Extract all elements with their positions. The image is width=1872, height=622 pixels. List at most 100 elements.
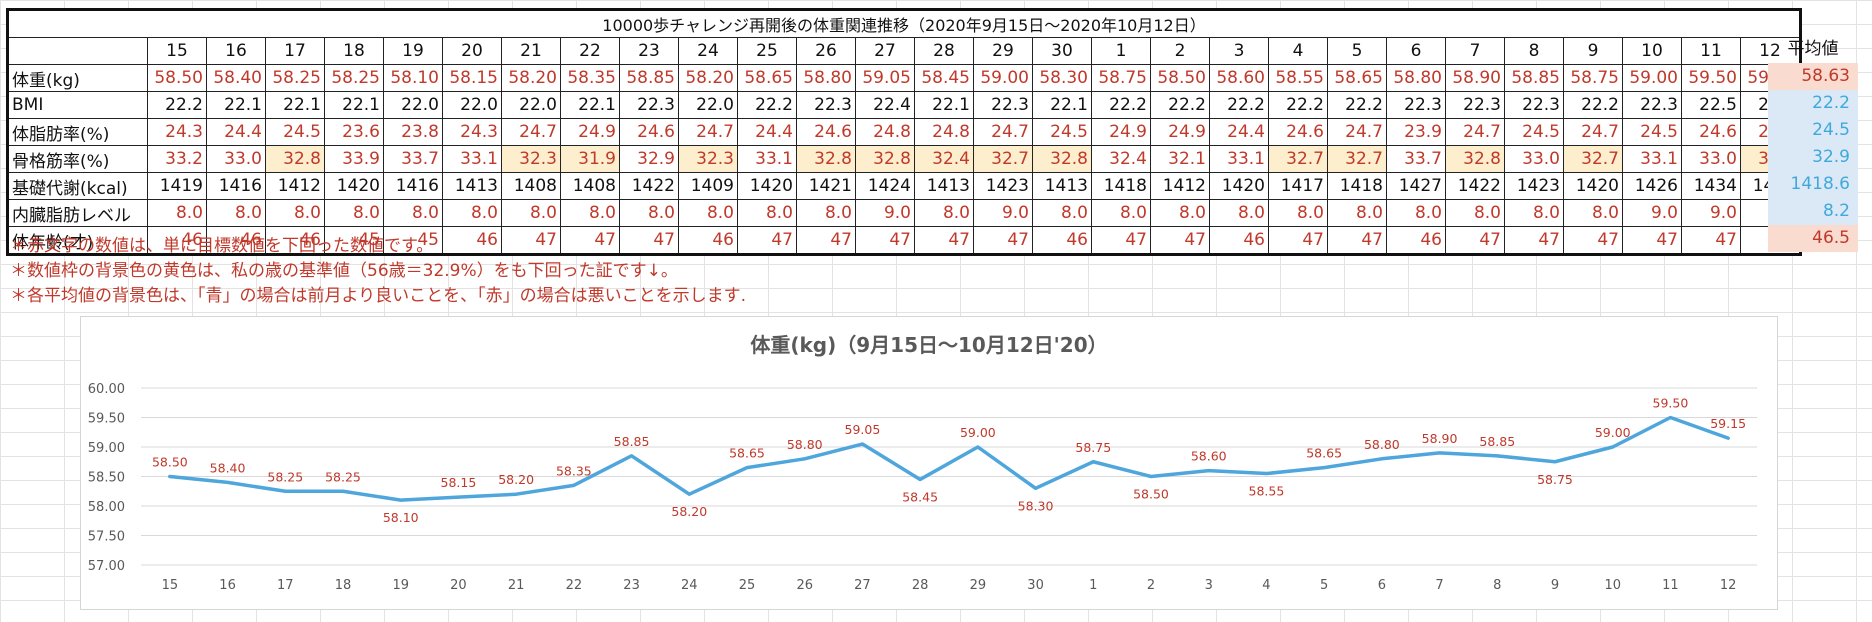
- value-cell[interactable]: 32.7: [973, 145, 1033, 173]
- value-cell[interactable]: 46: [147, 226, 207, 256]
- value-cell[interactable]: 1408: [501, 172, 561, 200]
- value-cell[interactable]: 58.65: [737, 64, 797, 92]
- value-cell[interactable]: 24.5: [1504, 118, 1564, 146]
- value-cell[interactable]: 33.2: [147, 145, 207, 173]
- value-cell[interactable]: 1418: [1091, 172, 1151, 200]
- value-cell[interactable]: 8.0: [796, 199, 856, 227]
- value-cell[interactable]: 9.0: [855, 199, 915, 227]
- value-cell[interactable]: 47: [1563, 226, 1623, 256]
- value-cell[interactable]: 24.7: [1445, 118, 1505, 146]
- value-cell[interactable]: 1426: [1622, 172, 1682, 200]
- value-cell[interactable]: 1416: [383, 172, 443, 200]
- value-cell[interactable]: 8.0: [1445, 199, 1505, 227]
- value-cell[interactable]: 33.7: [383, 145, 443, 173]
- value-cell[interactable]: 22.2: [1268, 91, 1328, 119]
- value-cell[interactable]: 8.0: [1091, 199, 1151, 227]
- value-cell[interactable]: 58.20: [678, 64, 738, 92]
- value-cell[interactable]: 47: [1445, 226, 1505, 256]
- value-cell[interactable]: 8.0: [383, 199, 443, 227]
- value-cell[interactable]: 22.2: [1091, 91, 1151, 119]
- value-cell[interactable]: 58.40: [206, 64, 266, 92]
- value-cell[interactable]: 58.15: [442, 64, 502, 92]
- value-cell[interactable]: 8.0: [1504, 199, 1564, 227]
- value-cell[interactable]: 58.60: [1209, 64, 1269, 92]
- value-cell[interactable]: 8.0: [147, 199, 207, 227]
- value-cell[interactable]: 45: [383, 226, 443, 256]
- value-cell[interactable]: 24.9: [1150, 118, 1210, 146]
- value-cell[interactable]: 8.0: [560, 199, 620, 227]
- value-cell[interactable]: 58.90: [1445, 64, 1505, 92]
- value-cell[interactable]: 58.75: [1563, 64, 1623, 92]
- value-cell[interactable]: 1412: [1150, 172, 1210, 200]
- value-cell[interactable]: 24.5: [1032, 118, 1092, 146]
- value-cell[interactable]: 46: [1386, 226, 1446, 256]
- value-cell[interactable]: 1434: [1681, 172, 1741, 200]
- value-cell[interactable]: 58.65: [1327, 64, 1387, 92]
- value-cell[interactable]: 8.0: [442, 199, 502, 227]
- value-cell[interactable]: 8.0: [1327, 199, 1387, 227]
- value-cell[interactable]: 33.0: [206, 145, 266, 173]
- value-cell[interactable]: 1422: [1445, 172, 1505, 200]
- value-cell[interactable]: 1413: [914, 172, 974, 200]
- value-cell[interactable]: 47: [855, 226, 915, 256]
- value-cell[interactable]: 8.0: [206, 199, 266, 227]
- value-cell[interactable]: 8.0: [1209, 199, 1269, 227]
- value-cell[interactable]: 58.45: [914, 64, 974, 92]
- value-cell[interactable]: 33.1: [1622, 145, 1682, 173]
- value-cell[interactable]: 24.6: [1268, 118, 1328, 146]
- value-cell[interactable]: 22.2: [737, 91, 797, 119]
- value-cell[interactable]: 33.0: [1681, 145, 1741, 173]
- value-cell[interactable]: 33.9: [324, 145, 384, 173]
- value-cell[interactable]: 58.80: [796, 64, 856, 92]
- value-cell[interactable]: 32.4: [914, 145, 974, 173]
- value-cell[interactable]: 24.7: [973, 118, 1033, 146]
- value-cell[interactable]: 8.0: [265, 199, 325, 227]
- value-cell[interactable]: 24.8: [914, 118, 974, 146]
- value-cell[interactable]: 58.55: [1268, 64, 1328, 92]
- value-cell[interactable]: 23.9: [1386, 118, 1446, 146]
- value-cell[interactable]: 1412: [265, 172, 325, 200]
- value-cell[interactable]: 8.0: [1563, 199, 1623, 227]
- value-cell[interactable]: 1409: [678, 172, 738, 200]
- value-cell[interactable]: 24.9: [560, 118, 620, 146]
- value-cell[interactable]: 22.3: [796, 91, 856, 119]
- value-cell[interactable]: 47: [619, 226, 679, 256]
- value-cell[interactable]: 1418: [1327, 172, 1387, 200]
- value-cell[interactable]: 8.0: [501, 199, 561, 227]
- value-cell[interactable]: 1420: [324, 172, 384, 200]
- value-cell[interactable]: 8.0: [914, 199, 974, 227]
- value-cell[interactable]: 45: [324, 226, 384, 256]
- value-cell[interactable]: 59.00: [1622, 64, 1682, 92]
- value-cell[interactable]: 32.7: [1327, 145, 1387, 173]
- value-cell[interactable]: 1420: [737, 172, 797, 200]
- average-value[interactable]: 24.5: [1768, 117, 1858, 144]
- value-cell[interactable]: 8.0: [1268, 199, 1328, 227]
- value-cell[interactable]: 32.4: [1091, 145, 1151, 173]
- average-value[interactable]: 1418.6: [1768, 171, 1858, 198]
- value-cell[interactable]: 46: [678, 226, 738, 256]
- value-cell[interactable]: 32.1: [1150, 145, 1210, 173]
- value-cell[interactable]: 31.9: [560, 145, 620, 173]
- value-cell[interactable]: 8.0: [678, 199, 738, 227]
- value-cell[interactable]: 33.1: [737, 145, 797, 173]
- value-cell[interactable]: 47: [501, 226, 561, 256]
- value-cell[interactable]: 24.6: [619, 118, 679, 146]
- value-cell[interactable]: 47: [737, 226, 797, 256]
- value-cell[interactable]: 22.3: [1386, 91, 1446, 119]
- value-cell[interactable]: 24.7: [501, 118, 561, 146]
- value-cell[interactable]: 9.0: [1622, 199, 1682, 227]
- value-cell[interactable]: 47: [1150, 226, 1210, 256]
- value-cell[interactable]: 47: [1681, 226, 1741, 256]
- value-cell[interactable]: 22.1: [324, 91, 384, 119]
- average-value[interactable]: 46.5: [1768, 225, 1858, 252]
- value-cell[interactable]: 32.3: [501, 145, 561, 173]
- value-cell[interactable]: 32.3: [678, 145, 738, 173]
- value-cell[interactable]: 1420: [1209, 172, 1269, 200]
- value-cell[interactable]: 24.3: [147, 118, 207, 146]
- value-cell[interactable]: 22.3: [1504, 91, 1564, 119]
- value-cell[interactable]: 47: [1268, 226, 1328, 256]
- value-cell[interactable]: 1419: [147, 172, 207, 200]
- value-cell[interactable]: 32.8: [796, 145, 856, 173]
- value-cell[interactable]: 47: [1622, 226, 1682, 256]
- value-cell[interactable]: 22.3: [619, 91, 679, 119]
